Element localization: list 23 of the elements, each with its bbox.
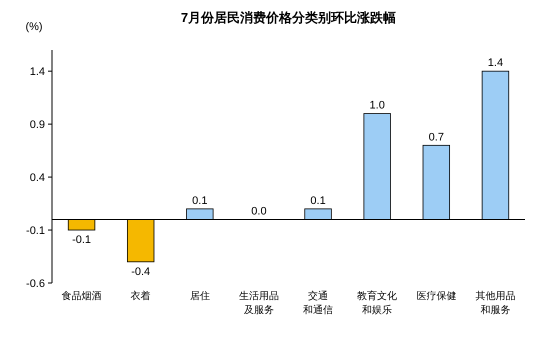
data-label: -0.1 — [72, 234, 92, 246]
data-label: 0.1 — [192, 194, 208, 207]
data-label: 1.4 — [488, 57, 504, 70]
x-tick-label: 教育文化和娱乐 — [357, 290, 398, 316]
y-tick-label: 0.4 — [30, 172, 45, 184]
y-axis-title: (%) — [25, 21, 43, 33]
x-tick-label: 交通和通信 — [303, 290, 334, 316]
data-label: 0.7 — [428, 131, 444, 144]
x-tick-label: 生活用品及服务 — [238, 290, 279, 316]
data-label: 1.0 — [370, 100, 385, 112]
data-label: 0.1 — [310, 194, 326, 207]
x-tick-label: 食品烟酒 — [62, 290, 102, 302]
x-tick-label: 居住 — [190, 291, 210, 302]
y-tick-label: 1.4 — [30, 66, 45, 78]
chart-title: 7月份居民消费价格分类别环比涨跌幅 — [180, 10, 396, 25]
x-tick-label: 衣着 — [130, 290, 151, 302]
x-tick-label: 其他用品和服务 — [475, 290, 516, 316]
y-tick-label: 0.9 — [30, 119, 45, 132]
data-label: -0.4 — [131, 266, 150, 278]
data-label: 0.0 — [251, 205, 267, 218]
y-tick-label: -0.1 — [26, 225, 45, 238]
y-tick-label: -0.6 — [26, 278, 45, 290]
x-tick-label: 医疗保健 — [416, 290, 456, 302]
